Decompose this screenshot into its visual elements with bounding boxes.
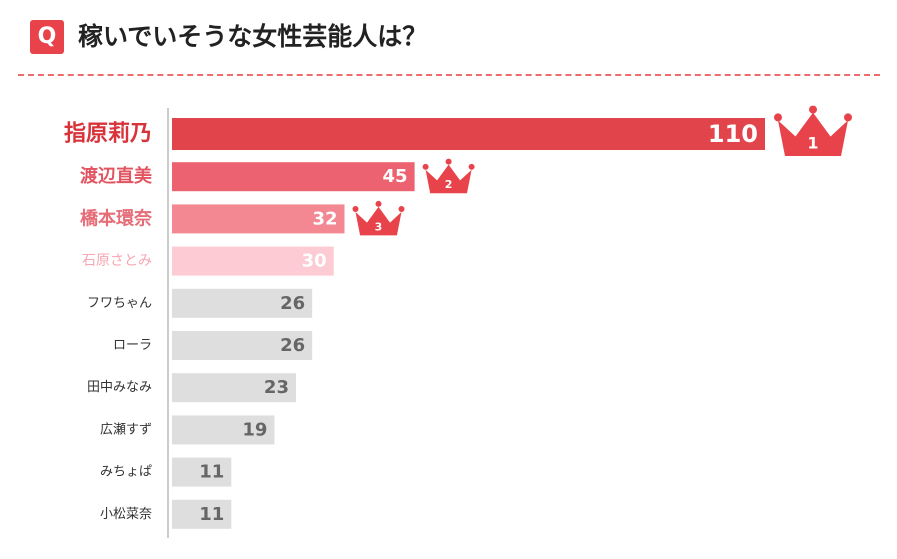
value-label-2: 45 bbox=[383, 166, 408, 187]
crown-ball-3-3 bbox=[398, 206, 405, 213]
q-badge: Q bbox=[30, 20, 64, 54]
rank-label-1: 1 bbox=[807, 133, 818, 152]
value-label-5: 26 bbox=[280, 293, 305, 314]
bar-6 bbox=[172, 331, 313, 360]
crown-ball-2-1 bbox=[422, 163, 429, 170]
bar-4 bbox=[172, 246, 334, 276]
category-label-4: 石原さとみ bbox=[82, 253, 152, 269]
category-label-7: 田中みなみ bbox=[87, 380, 152, 395]
crown-ball-1-3 bbox=[844, 113, 852, 122]
crown-icon-3 bbox=[355, 206, 402, 236]
category-label-9: みちょぱ bbox=[100, 465, 152, 480]
value-label-9: 11 bbox=[199, 462, 224, 483]
bar-9 bbox=[172, 457, 232, 487]
crown-icon-1 bbox=[778, 112, 848, 156]
bar-10 bbox=[172, 499, 232, 529]
category-label-2: 渡辺直美 bbox=[80, 165, 152, 187]
value-label-1: 110 bbox=[708, 120, 758, 148]
bar-2 bbox=[172, 162, 415, 192]
bar-1 bbox=[172, 118, 765, 150]
bar-5 bbox=[172, 288, 313, 318]
crown-icon-2 bbox=[425, 164, 472, 194]
value-label-10: 11 bbox=[199, 504, 224, 525]
crown-ball-3-1 bbox=[352, 206, 359, 213]
category-label-3: 橋本環奈 bbox=[80, 207, 153, 229]
category-label-5: フワちゃん bbox=[87, 296, 152, 311]
value-label-6: 26 bbox=[280, 335, 305, 356]
crown-ball-3-2 bbox=[375, 200, 382, 207]
page-title: 稼いでいそうな女性芸能人は？ bbox=[78, 22, 428, 51]
bar-7 bbox=[172, 373, 296, 403]
crown-ball-1-1 bbox=[774, 113, 782, 122]
value-label-3: 32 bbox=[312, 208, 337, 229]
value-label-7: 23 bbox=[264, 377, 289, 398]
dashed-divider bbox=[18, 74, 880, 76]
category-label-1: 指原莉乃 bbox=[64, 122, 152, 147]
bar-8 bbox=[172, 415, 275, 445]
rank-label-2: 2 bbox=[445, 178, 453, 191]
crown-ball-1-2 bbox=[809, 105, 817, 114]
category-label-8: 広瀬すず bbox=[100, 422, 152, 437]
bar-3 bbox=[172, 204, 345, 234]
value-label-8: 19 bbox=[242, 419, 267, 440]
rank-label-3: 3 bbox=[375, 220, 383, 233]
value-label-4: 30 bbox=[302, 251, 327, 272]
header: Q 稼いでいそうな女性芸能人は？ bbox=[0, 0, 897, 80]
category-label-10: 小松菜奈 bbox=[100, 507, 152, 522]
category-label-6: ローラ bbox=[113, 338, 152, 353]
crown-ball-2-2 bbox=[445, 158, 452, 165]
crown-ball-2-3 bbox=[468, 163, 475, 170]
